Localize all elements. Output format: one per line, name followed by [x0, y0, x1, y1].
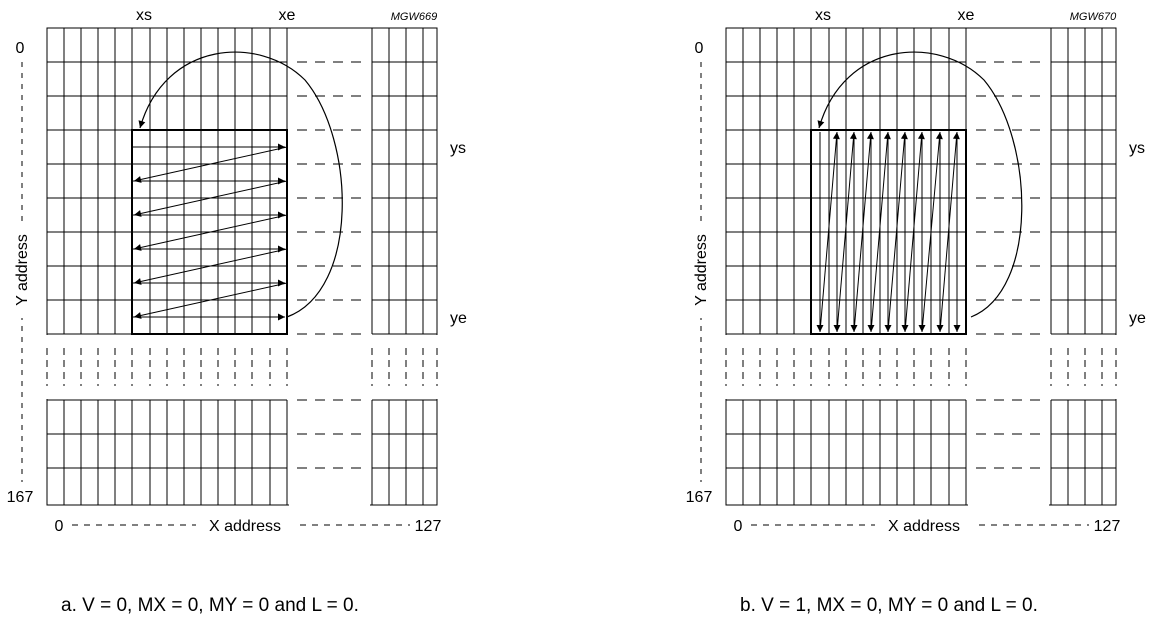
x-axis-title-bg-b — [875, 513, 973, 535]
window-box — [131, 129, 288, 335]
x-axis-title-a: X address — [209, 518, 281, 535]
return-arrow-a — [138, 51, 343, 318]
window-box — [810, 129, 967, 335]
scan-arrow-retrace — [904, 131, 925, 333]
ys-label-b: ys — [1129, 140, 1145, 157]
ye-label-b: ye — [1129, 310, 1146, 327]
xe-label-b: xe — [958, 7, 975, 24]
ref-label-a: MGW669 — [391, 11, 437, 23]
xs-label-b: xs — [815, 7, 831, 24]
ys-label-a: ys — [450, 140, 466, 157]
scan-arrow-retrace — [133, 146, 288, 183]
scan-arrow-retrace — [853, 131, 874, 333]
grid-b — [724, 27, 1118, 507]
x-right-label-b: 127 — [1094, 518, 1121, 535]
x-axis-title-bg-a — [196, 513, 294, 535]
scan-arrow-retrace — [133, 180, 288, 217]
y-bottom-label-b: 167 — [686, 489, 713, 506]
y-axis-title-a: Y address — [14, 234, 31, 306]
y-axis-title-bg-a — [12, 222, 32, 318]
xe-label-a: xe — [279, 7, 296, 24]
x-right-label-a: 127 — [415, 518, 442, 535]
x-left-label-b: 0 — [734, 518, 743, 535]
panel-a: xs xe MGW669 ys ye 0 167 Y address 0 127… — [7, 7, 467, 616]
scan-arrow-retrace — [819, 131, 840, 333]
x-axis-title-b: X address — [888, 518, 960, 535]
caption-b: b. V = 1, MX = 0, MY = 0 and L = 0. — [740, 595, 1038, 616]
scan-arrow-retrace — [133, 282, 288, 319]
scan-arrow-retrace — [887, 131, 908, 333]
xs-label-a: xs — [136, 7, 152, 24]
y-axis-title-b: Y address — [693, 234, 710, 306]
window-a — [131, 129, 288, 335]
scan-arrow-retrace — [836, 131, 857, 333]
grid-a — [45, 27, 439, 507]
scan-arrow-retrace — [921, 131, 943, 333]
panel-b: xs xe MGW670 ys ye 0 167 Y address 0 127… — [686, 7, 1146, 616]
scan-arrow-retrace — [133, 248, 288, 285]
scan-arrow-retrace — [870, 131, 891, 333]
y-top-label-b: 0 — [695, 40, 704, 57]
y-top-label-a: 0 — [16, 40, 25, 57]
scan-arrow-retrace — [939, 131, 960, 333]
scan-arrows-a — [132, 143, 288, 321]
scan-arrows-b — [816, 131, 961, 333]
return-arrow-b — [817, 51, 1023, 318]
ye-label-a: ye — [450, 310, 467, 327]
x-left-label-a: 0 — [55, 518, 64, 535]
scan-arrow-retrace — [133, 214, 288, 251]
y-axis-title-bg-b — [691, 222, 711, 318]
ref-label-b: MGW670 — [1070, 11, 1117, 23]
caption-a: a. V = 0, MX = 0, MY = 0 and L = 0. — [61, 595, 359, 616]
window-b — [810, 129, 967, 335]
y-bottom-label-a: 167 — [7, 489, 34, 506]
